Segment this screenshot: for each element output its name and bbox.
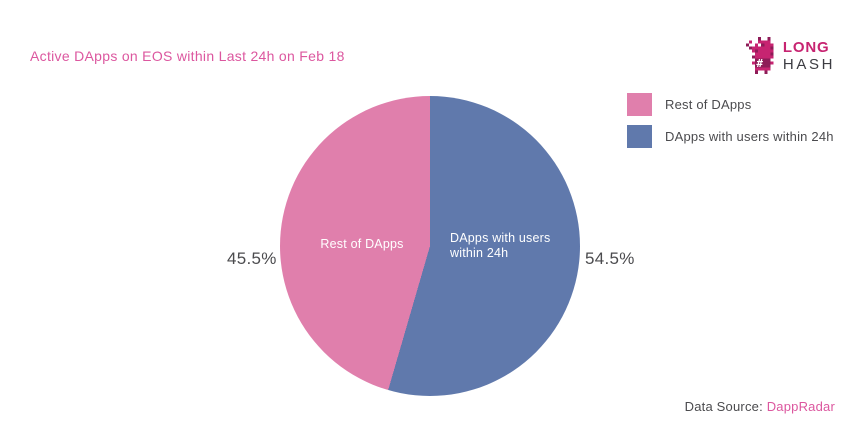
svg-text:#: # [756, 57, 763, 70]
legend: Rest of DApps DApps with users within 24… [627, 93, 834, 157]
pie-slice-inner-label-line1: DApps with users [450, 231, 551, 245]
legend-item-dapps-with-users: DApps with users within 24h [627, 125, 834, 148]
longhash-logo: # LONG HASH [745, 37, 835, 74]
legend-swatch-dapps-with-users [627, 125, 652, 148]
logo-word-hash: HASH [782, 55, 835, 73]
logo-word-long: LONG [782, 38, 830, 56]
percentage-label-rest-of-dapps: 45.5% [227, 249, 277, 268]
data-source: Data Source: DappRadar [685, 399, 835, 414]
legend-item-rest-of-dapps: Rest of DApps [627, 93, 834, 116]
data-source-link[interactable]: DappRadar [766, 399, 835, 414]
chart-title: Active DApps on EOS within Last 24h on F… [30, 48, 345, 64]
legend-swatch-rest-of-dapps [627, 93, 652, 116]
percentage-label-dapps-with-users: 54.5% [585, 249, 635, 268]
legend-label-dapps-with-users: DApps with users within 24h [665, 129, 834, 144]
pie-slice-inner-label-dapps-with-users: DApps with users within 24h [450, 231, 560, 260]
longhash-mascot-icon: # [745, 37, 774, 74]
legend-label-rest-of-dapps: Rest of DApps [665, 97, 752, 112]
longhash-wordmark: LONG HASH [783, 39, 835, 73]
pie-slice-inner-label-rest-of-dapps: Rest of DApps [320, 237, 404, 251]
pie-slice-inner-label-line2: within 24h [450, 245, 509, 260]
pie-chart [280, 96, 580, 396]
data-source-prefix: Data Source: [684, 399, 767, 414]
